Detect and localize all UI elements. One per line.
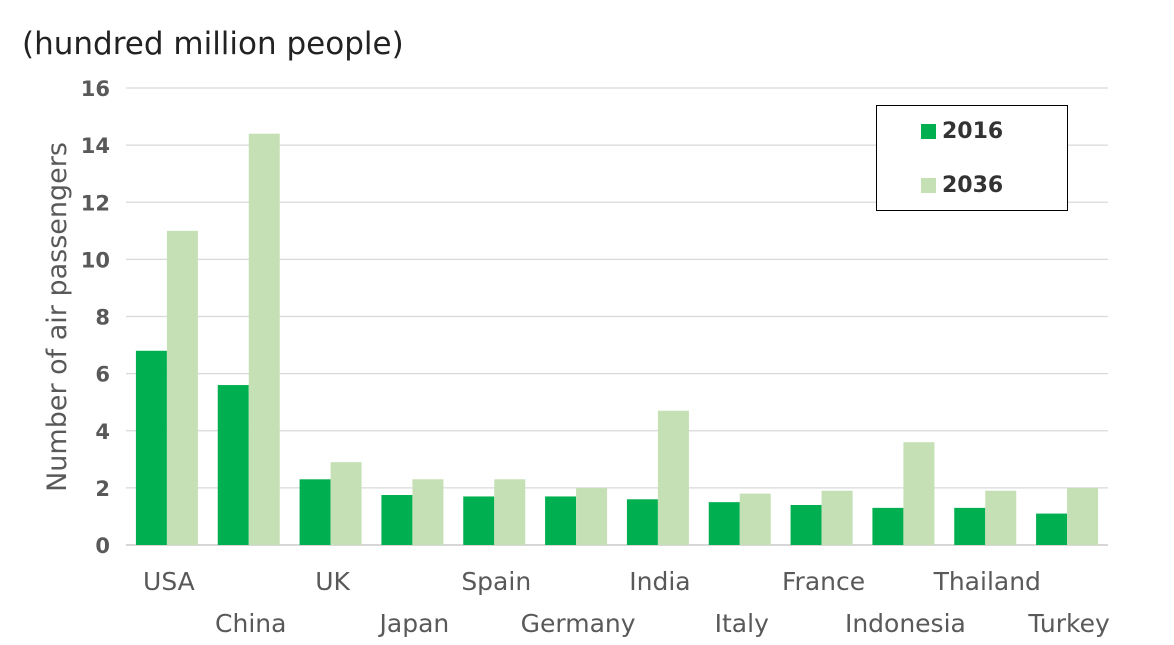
bar-indonesia-2036 bbox=[903, 442, 935, 545]
legend-item-2036: 2036 bbox=[921, 173, 1003, 198]
y-tick-label-8: 8 bbox=[95, 306, 110, 330]
x-tick-label-germany: Germany bbox=[521, 609, 636, 638]
bar-spain-2036 bbox=[494, 479, 526, 545]
bar-thailand-2036 bbox=[985, 490, 1017, 545]
x-tick-label-india: India bbox=[629, 567, 690, 596]
bar-germany-2016 bbox=[545, 496, 577, 545]
bar-japan-2036 bbox=[412, 479, 444, 545]
y-tick-label-16: 16 bbox=[81, 77, 110, 101]
x-tick-label-turkey: Turkey bbox=[1027, 609, 1110, 638]
y-tick-label-10: 10 bbox=[81, 248, 110, 272]
y-tick-label-4: 4 bbox=[95, 420, 110, 444]
y-tick-labels: 0 2 4 6 8 10 12 14 16 bbox=[81, 77, 110, 558]
legend-swatch-2036 bbox=[921, 178, 936, 193]
y-tick-label-0: 0 bbox=[95, 534, 110, 558]
legend-swatch-2016 bbox=[921, 124, 936, 139]
bar-turkey-2016 bbox=[1036, 513, 1068, 545]
x-tick-label-usa: USA bbox=[143, 567, 195, 596]
y-tick-label-2: 2 bbox=[95, 477, 110, 501]
bar-india-2036 bbox=[657, 410, 689, 545]
bars bbox=[135, 133, 1099, 545]
bar-china-2016 bbox=[217, 385, 249, 545]
legend-label-2016: 2016 bbox=[942, 119, 1004, 144]
x-tick-label-china: China bbox=[215, 609, 286, 638]
y-tick-label-6: 6 bbox=[95, 363, 110, 387]
bar-usa-2036 bbox=[166, 230, 198, 545]
legend-item-2016: 2016 bbox=[921, 119, 1003, 144]
x-tick-labels: USA China UK Japan Spain Germany India Italy Fra… bbox=[143, 567, 1110, 638]
bar-france-2036 bbox=[821, 490, 853, 545]
x-tick-label-italy: Italy bbox=[715, 609, 769, 638]
bar-thailand-2016 bbox=[954, 507, 986, 545]
bar-japan-2016 bbox=[381, 495, 413, 545]
x-tick-label-france: France bbox=[782, 567, 865, 596]
x-tick-label-uk: UK bbox=[315, 567, 350, 596]
bar-turkey-2036 bbox=[1067, 487, 1099, 545]
bar-indonesia-2016 bbox=[872, 507, 904, 545]
x-tick-label-spain: Spain bbox=[461, 567, 531, 596]
x-tick-label-thailand: Thailand bbox=[933, 567, 1041, 596]
legend-label-2036: 2036 bbox=[942, 173, 1004, 198]
bar-india-2016 bbox=[626, 499, 658, 545]
bar-germany-2036 bbox=[576, 487, 608, 545]
bar-spain-2016 bbox=[463, 496, 495, 545]
unit-label: (hundred million people) bbox=[22, 26, 404, 62]
bar-uk-2036 bbox=[330, 462, 362, 545]
y-tick-label-14: 14 bbox=[81, 134, 110, 158]
bar-italy-2036 bbox=[739, 493, 771, 545]
y-tick-label-12: 12 bbox=[81, 191, 110, 215]
bar-france-2016 bbox=[790, 505, 822, 545]
x-tick-label-japan: Japan bbox=[378, 609, 450, 638]
bar-uk-2016 bbox=[299, 479, 331, 545]
y-axis-label: Number of air passengers bbox=[42, 142, 73, 492]
bar-china-2036 bbox=[248, 133, 280, 545]
bar-italy-2016 bbox=[708, 502, 740, 545]
legend: 2016 2036 bbox=[876, 105, 1068, 211]
x-tick-label-indonesia: Indonesia bbox=[845, 609, 966, 638]
bar-usa-2016 bbox=[135, 350, 167, 545]
